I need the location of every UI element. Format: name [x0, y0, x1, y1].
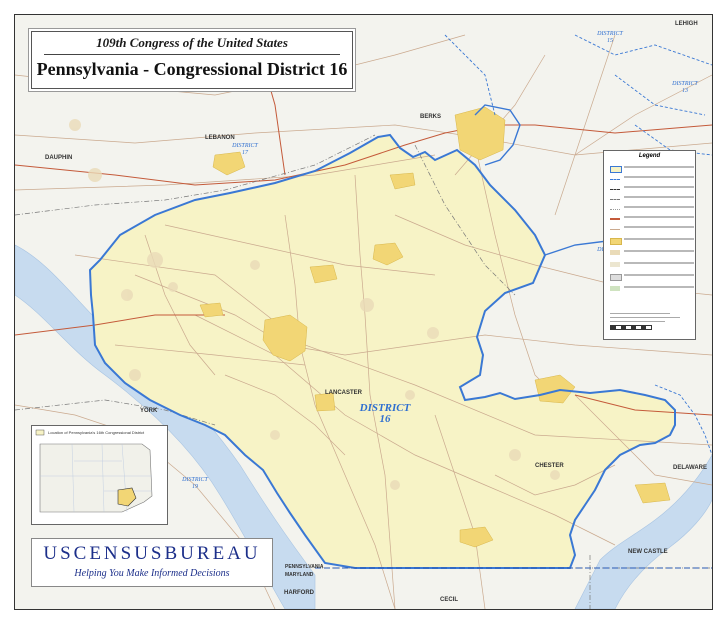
legend-item-mcd — [610, 205, 694, 213]
district-16-label-line1: DISTRICT — [359, 402, 411, 414]
place-symbol — [610, 262, 620, 267]
county-label-lancaster: LANCASTER — [325, 390, 362, 396]
reading-boundary — [474, 104, 521, 166]
mcd-symbol — [610, 209, 620, 210]
inset-pennsylvania — [39, 443, 153, 513]
interstate-symbol — [610, 218, 620, 220]
legend-item-place — [610, 261, 694, 269]
legend-text — [624, 186, 694, 188]
district-15-label: DISTRICT 15 — [590, 31, 630, 45]
minor-places — [69, 119, 560, 490]
legend-text — [624, 250, 694, 252]
district-19-line1: DISTRICT — [182, 477, 208, 483]
county-label-lehigh: LEHIGH — [675, 21, 698, 27]
county-label-delaware: DELAWARE — [673, 465, 708, 471]
cdp-symbol — [610, 250, 620, 255]
district-symbol — [610, 166, 622, 173]
legend-item-incorporated — [610, 237, 694, 245]
county-symbol — [610, 199, 620, 200]
military-symbol — [610, 274, 622, 281]
census-tagline: Helping You Make Informed Decisions — [74, 568, 230, 579]
legend-item-cdp — [610, 249, 694, 257]
state-label-pennsylvania: PENNSYLVANIA — [285, 564, 324, 570]
urban-adamstown — [389, 172, 416, 190]
county-label-chester: CHESTER — [535, 463, 564, 469]
census-bureau-logo: USCENSUSBUREAU — [43, 543, 261, 564]
legend-text — [624, 226, 694, 228]
road-symbol — [610, 229, 620, 230]
district-15-line1: DISTRICT — [597, 31, 623, 37]
urban-millersville — [314, 392, 336, 412]
state-label-maryland: MARYLAND — [285, 572, 314, 578]
other-district-symbol — [610, 179, 620, 180]
park-symbol — [610, 286, 620, 291]
legend-item-district — [610, 165, 694, 173]
title-divider — [44, 54, 340, 55]
district-15-line2: 15 — [607, 38, 613, 44]
legend-item-other-district — [610, 175, 694, 183]
district-17-line1: DISTRICT — [232, 143, 258, 149]
legend-item-park — [610, 285, 694, 293]
county-label-cecil: CECIL — [440, 597, 458, 603]
state-symbol — [610, 189, 620, 190]
urban-reading — [454, 106, 506, 161]
county-label-dauphin: DAUPHIN — [45, 155, 73, 161]
legend-item-state — [610, 185, 694, 193]
legend-text — [624, 262, 694, 264]
title-box: 109th Congress of the United States Penn… — [31, 31, 353, 89]
legend-text — [624, 196, 694, 198]
county-label-lebanon: LEBANON — [205, 135, 235, 141]
legend-item-military — [610, 273, 694, 281]
county-lines — [15, 134, 712, 609]
legend: Legend — [603, 150, 696, 340]
urban-ephrata — [372, 242, 404, 266]
urban-kennett — [634, 482, 671, 504]
urban-oxford — [459, 526, 494, 548]
map-title: Pennsylvania - Congressional District 16 — [36, 59, 348, 79]
district-19-label: DISTRICT 19 — [175, 477, 215, 491]
district-19-line2: 19 — [192, 484, 198, 490]
county-label-harford: HARFORD — [284, 590, 314, 596]
district-16-label: DISTRICT 16 — [350, 403, 420, 425]
county-label-berks: BERKS — [420, 114, 442, 120]
legend-text — [624, 274, 694, 276]
district-13-label: DISTRICT 13 — [665, 81, 705, 95]
district-16-label-line2: 16 — [379, 413, 391, 425]
district-13-line2: 13 — [682, 88, 688, 94]
district-13-line1: DISTRICT — [672, 81, 698, 87]
county-label-york: YORK — [140, 408, 158, 414]
other-district-lines — [444, 34, 712, 456]
legend-text — [624, 238, 694, 240]
legend-title: Legend — [638, 153, 661, 159]
incorporated-symbol — [610, 238, 622, 245]
inset-caption: Location of Pennsylvania's 16th Congress… — [48, 430, 145, 435]
legend-scale-bar — [610, 311, 690, 333]
legend-text — [624, 176, 694, 178]
inset-district-16 — [117, 487, 137, 507]
legend-text — [624, 166, 694, 168]
district-16-area — [90, 135, 675, 568]
urban-phoenixville — [534, 374, 576, 404]
urban-mountjoy — [199, 302, 224, 318]
district-17-line2: 17 — [242, 150, 248, 156]
river-delaware — [574, 454, 712, 609]
inset-canvas — [32, 426, 167, 524]
county-label-newcastle: NEW CASTLE — [628, 549, 668, 555]
urban-lancaster — [262, 314, 308, 362]
urban-lititz — [309, 264, 338, 284]
district-16-boundary — [88, 133, 676, 569]
urban-lebanon — [212, 151, 246, 176]
congress-title: 109th Congress of the United States — [96, 35, 288, 50]
legend-item-road — [610, 225, 694, 233]
legend-item-interstate — [610, 215, 694, 223]
inset-locator-map: Location of Pennsylvania's 16th Congress… — [31, 425, 168, 525]
legend-text — [624, 206, 694, 208]
legend-item-county — [610, 195, 694, 203]
legend-text — [624, 216, 694, 218]
urban-areas — [199, 106, 671, 548]
census-logo-box: USCENSUSBUREAU Helping You Make Informed… — [31, 538, 273, 587]
inset-key-swatch — [35, 429, 45, 436]
district-17-label: DISTRICT 17 — [225, 143, 265, 157]
legend-text — [624, 286, 694, 288]
